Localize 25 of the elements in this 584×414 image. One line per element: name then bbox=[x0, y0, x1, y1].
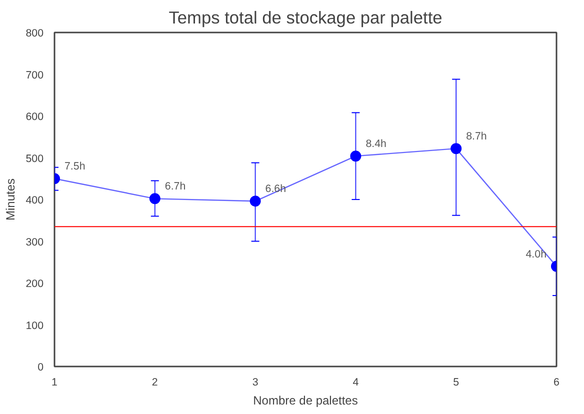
x-tick-label: 4 bbox=[352, 376, 359, 388]
y-tick-label: 100 bbox=[26, 320, 44, 332]
y-tick-label: 700 bbox=[26, 69, 44, 82]
x-tick-label: 6 bbox=[554, 376, 560, 388]
annotation: 8.7h bbox=[466, 130, 487, 143]
y-tick-label: 400 bbox=[26, 194, 44, 206]
y-tick-label: 0 bbox=[38, 362, 44, 374]
annotation: 7.5h bbox=[64, 160, 86, 173]
x-tick-label: 5 bbox=[453, 376, 460, 388]
x-tick-label: 3 bbox=[252, 376, 258, 388]
point bbox=[250, 196, 261, 207]
annotation: 6.7h bbox=[164, 180, 186, 193]
annotation: 4.0h bbox=[526, 248, 547, 260]
annotation: 8.4h bbox=[366, 138, 387, 150]
y-tick-label: 300 bbox=[26, 236, 44, 248]
point bbox=[350, 150, 362, 162]
y-tick-label: 200 bbox=[26, 278, 44, 290]
y-tick-label: 500 bbox=[26, 152, 44, 165]
x-tick-label: 2 bbox=[152, 376, 158, 388]
x-axis-title: Nombre de palettes bbox=[253, 394, 358, 408]
y-tick-label: 600 bbox=[26, 111, 44, 123]
x-tick-label: 1 bbox=[52, 376, 58, 388]
chart-title: Temps total de stockage par palette bbox=[168, 8, 442, 28]
y-axis-title: Minutes bbox=[4, 178, 18, 221]
y-tick-label: 800 bbox=[26, 28, 44, 40]
